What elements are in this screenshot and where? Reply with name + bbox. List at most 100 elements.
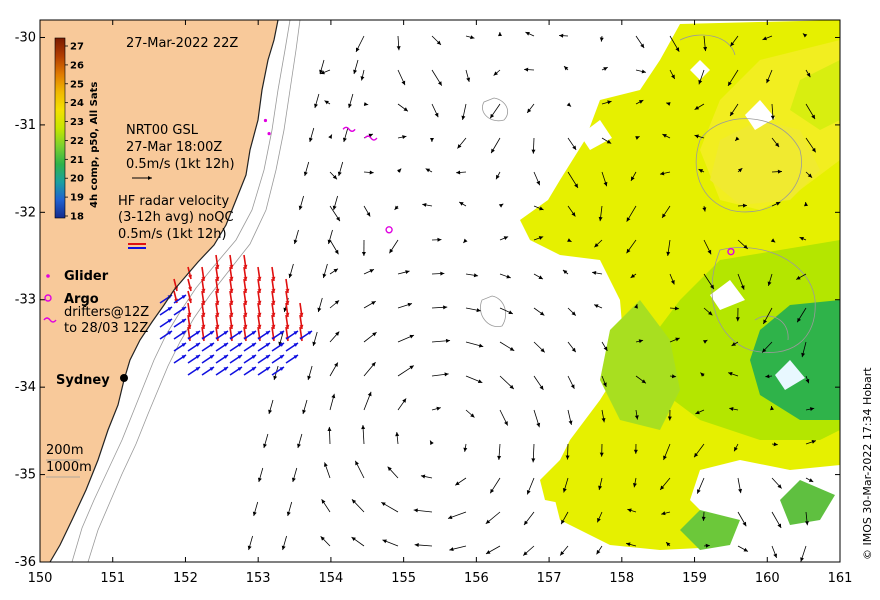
model-current-arrow — [635, 375, 647, 384]
x-tick-label: 161 — [828, 571, 853, 586]
hf-radar-arrow — [187, 266, 192, 280]
model-current-arrow — [767, 273, 773, 287]
model-current-arrow — [567, 307, 577, 316]
hf-radar-arrow — [229, 278, 234, 294]
hf-radar-arrow — [215, 314, 220, 330]
model-current-arrow — [281, 535, 287, 551]
model-current-arrow — [360, 69, 365, 81]
model-current-arrow — [499, 307, 514, 315]
model-current-arrow — [490, 137, 501, 154]
model-current-arrow — [770, 405, 774, 411]
colorbar-tick-label: 26 — [70, 60, 84, 71]
model-current-arrow — [804, 511, 809, 526]
hf-radar-arrow — [299, 314, 304, 330]
model-current-arrow — [562, 477, 569, 493]
hf-radar-arrow — [285, 290, 290, 306]
model-current-arrow — [353, 59, 359, 75]
hf-radar-arrow — [271, 366, 285, 376]
model-current-arrow — [355, 35, 365, 53]
model-current-arrow — [363, 170, 374, 175]
model-current-arrow — [431, 35, 442, 46]
model-current-arrow — [805, 69, 811, 78]
colorbar-tick-label: 23 — [70, 117, 84, 128]
x-tick-label: 158 — [609, 571, 634, 586]
hf-radar-arrow — [243, 266, 248, 282]
model-current-arrow — [567, 205, 576, 217]
model-current-arrow — [533, 409, 541, 428]
model-current-arrow — [734, 136, 740, 142]
x-tick-label: 154 — [318, 571, 343, 586]
model-current-arrow — [598, 205, 603, 222]
hf-radar-arrow — [229, 342, 243, 352]
model-current-arrow — [596, 511, 603, 523]
model-current-arrow — [337, 161, 344, 177]
colorbar-tick-label: 22 — [70, 136, 84, 147]
model-current-arrow — [286, 501, 293, 517]
model-current-arrow — [627, 508, 637, 513]
hf-radar-arrow — [201, 314, 206, 330]
model-current-arrow — [694, 103, 705, 110]
model-current-arrow — [307, 365, 313, 381]
model-current-arrow — [329, 393, 336, 411]
model-current-arrow — [800, 545, 807, 562]
hf-radar-arrow — [271, 278, 276, 294]
model-current-arrow — [499, 409, 509, 426]
radar-scale-arrows — [128, 243, 146, 249]
model-current-arrow — [320, 69, 331, 75]
model-current-arrow — [702, 205, 707, 212]
model-current-arrow — [801, 341, 807, 358]
model-current-arrow — [291, 467, 298, 483]
model-current-arrow — [703, 307, 713, 316]
model-current-arrow — [737, 477, 743, 494]
model-current-arrow — [297, 433, 303, 449]
model-legend-line3: 0.5m/s (1kt 12h) — [126, 157, 235, 172]
model-current-arrow — [497, 443, 502, 461]
hf-radar-arrow — [215, 290, 220, 306]
x-tick-label: 157 — [537, 571, 562, 586]
model-current-arrow — [263, 433, 269, 449]
colorbar-label: 4h comp, p50, All Sats — [89, 82, 100, 208]
model-current-arrow — [737, 273, 745, 290]
x-tick-label: 155 — [391, 571, 416, 586]
model-current-arrow — [771, 201, 781, 207]
argo-float-marker — [727, 247, 735, 256]
hf-radar-arrow — [201, 266, 206, 282]
hf-radar-arrow — [201, 302, 206, 318]
hf-radar-arrow — [159, 306, 173, 316]
model-current-arrow — [354, 460, 365, 479]
model-current-arrow — [567, 238, 572, 243]
model-current-arrow — [465, 341, 484, 348]
model-current-arrow — [765, 374, 773, 379]
model-current-arrow — [728, 371, 739, 377]
hf-radar-arrow — [257, 290, 262, 306]
drifter-track — [364, 135, 378, 141]
colorbar-tick-label: 21 — [70, 155, 84, 166]
model-current-arrow — [499, 236, 509, 241]
model-current-arrow — [737, 511, 747, 527]
model-current-arrow — [396, 35, 401, 51]
model-current-arrow — [669, 273, 675, 285]
model-current-arrow — [348, 93, 354, 109]
model-current-arrow — [665, 541, 671, 547]
model-current-arrow — [361, 425, 366, 445]
model-current-arrow — [601, 341, 608, 352]
hf-radar-arrow — [201, 366, 215, 376]
hf-radar-arrow — [215, 354, 229, 364]
model-current-arrow — [268, 399, 274, 415]
model-current-arrow — [499, 273, 511, 279]
model-current-arrow — [465, 35, 475, 40]
model-current-arrow — [430, 137, 434, 143]
hf-radar-arrow — [187, 278, 192, 292]
colorbar-tick-label: 18 — [70, 212, 84, 223]
model-current-arrow — [457, 137, 467, 149]
hf-radar-arrow — [173, 342, 187, 352]
model-current-arrow — [727, 69, 739, 87]
svg-text:to 28/03 12Z: to 28/03 12Z — [64, 321, 148, 336]
model-current-arrow — [485, 511, 501, 525]
colorbar: 27 26 25 24 23 22 21 20 19 18 4h comp, p50, All S… — [54, 37, 100, 223]
hf-radar-arrow — [201, 278, 206, 294]
x-tick-label: 150 — [28, 571, 53, 586]
hf-radar-arrow — [173, 294, 187, 304]
model-current-arrow — [465, 273, 479, 278]
model-current-arrow — [626, 205, 637, 222]
